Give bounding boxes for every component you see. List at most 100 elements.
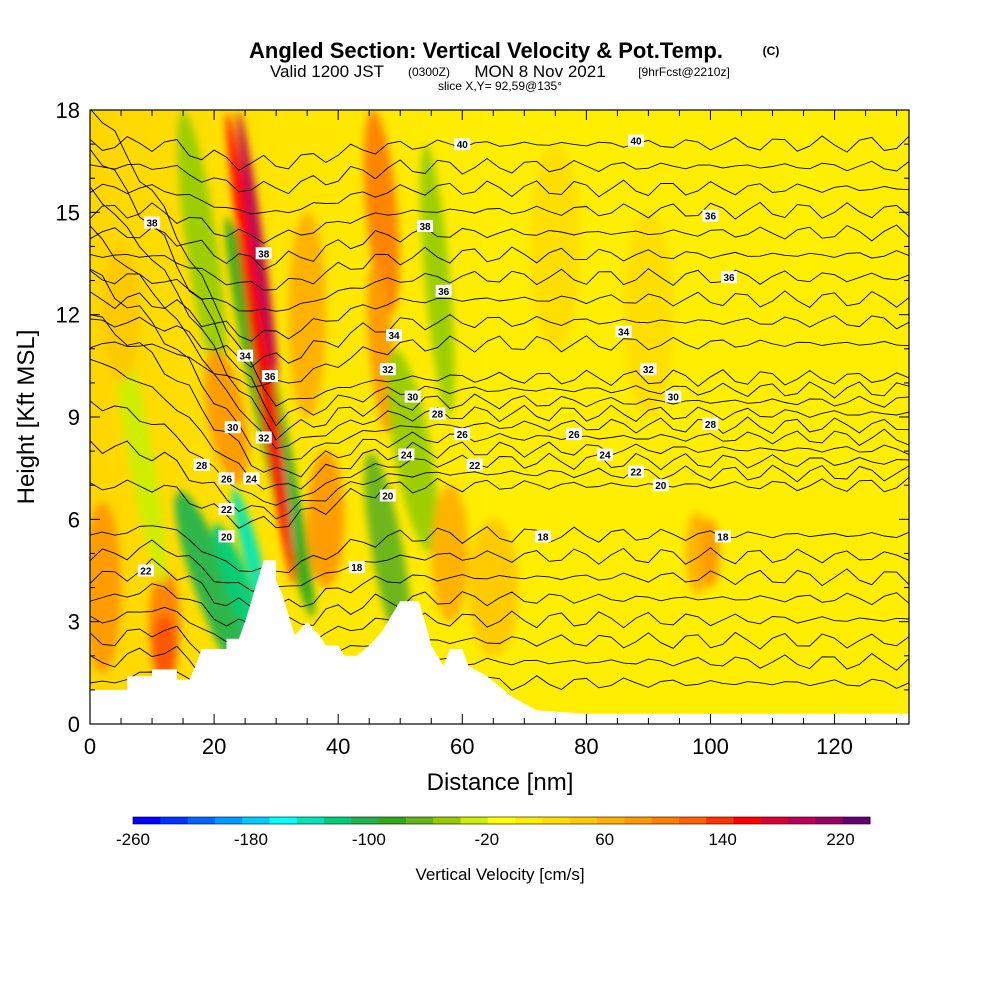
colorbar-label: Vertical Velocity [cm/s]: [415, 865, 584, 884]
theta-contour: [90, 135, 909, 171]
contour-label-group: 22: [628, 465, 644, 479]
colorbar-swatch: [542, 817, 571, 824]
contour-label-bg: [721, 271, 738, 284]
contour-label-group: 30: [224, 421, 241, 434]
y-tick-label: 12: [56, 303, 80, 328]
slice-info: slice X,Y= 92,59@135°: [438, 79, 562, 93]
contour-label-bg: [379, 489, 396, 502]
colorbar-swatch: [242, 817, 270, 824]
valid-utc: (0300Z): [408, 65, 450, 79]
contour-label-bg: [193, 458, 210, 471]
contour-label-bg: [652, 479, 669, 492]
theta-contour: [90, 440, 909, 520]
contour-label-bg: [218, 472, 235, 485]
contour-label-bg: [429, 407, 446, 420]
colorbar-swatch: [515, 817, 543, 824]
contour-label-bg: [379, 363, 396, 376]
contour-label: 28: [705, 420, 717, 431]
theta-contour: [90, 157, 909, 195]
y-tick-label: 0: [68, 712, 80, 737]
chart-title: Angled Section: Vertical Velocity & Pot.…: [249, 38, 723, 63]
contour-label: 18: [351, 563, 363, 574]
contour-label-group: 36: [435, 284, 452, 298]
theta-contour: [90, 358, 909, 490]
contour-label: 26: [221, 474, 233, 485]
colorbar-frame: [132, 816, 871, 825]
theta-contour: [90, 335, 909, 388]
contour-label-bg: [261, 370, 278, 383]
contour-label-group: 34: [615, 325, 632, 339]
contour-label-group: 24: [596, 448, 613, 462]
contour-label-bg: [454, 138, 471, 151]
colorbar-tick-label: 60: [595, 830, 614, 849]
colorbar-tick-label: -260: [116, 830, 150, 849]
contour-label-bg: [417, 219, 434, 232]
y-tick-label: 18: [56, 98, 80, 123]
contour-label-bg: [237, 349, 254, 362]
contour-label-group: 18: [534, 530, 551, 543]
contour-label-group: 22: [466, 458, 483, 472]
contour-label: 18: [537, 532, 549, 543]
contour-label-bg: [615, 325, 632, 338]
contour-label-bg: [398, 448, 415, 461]
colorbar-swatch: [760, 817, 789, 824]
contour-label-bg: [714, 530, 731, 543]
colorbar-swatch: [815, 817, 844, 824]
contour-label: 28: [432, 410, 444, 421]
contour-label-group: 32: [255, 431, 272, 444]
contour-label: 26: [568, 430, 580, 441]
x-tick-label: 80: [574, 734, 598, 759]
colorbar-swatch: [351, 817, 380, 824]
contour-label-group: 40: [454, 138, 471, 151]
theta-contour: [90, 148, 909, 427]
contour-label: 38: [419, 222, 431, 233]
contour-label-group: 36: [261, 370, 278, 383]
theta-contour: [90, 583, 909, 636]
contour-label: 38: [258, 249, 270, 260]
contour-label-bg: [255, 431, 272, 444]
colorbar-tick-label: 140: [708, 830, 736, 849]
x-tick-label: 100: [692, 734, 729, 759]
contour-labels: 38 40 40 36 38 38 36 36 34 34 34 36 32 32 30 30 30 28 28 32…: [137, 134, 738, 578]
contour-label: 34: [388, 331, 400, 342]
contour-label-bg: [218, 530, 235, 543]
contour-label-bg: [224, 421, 241, 434]
contour-label: 22: [221, 505, 233, 516]
theta-contour: [90, 558, 909, 618]
contour-label-bg: [565, 428, 582, 441]
contour-label: 18: [717, 532, 729, 543]
theta-contour: [90, 246, 909, 291]
x-tick-label: 0: [84, 734, 96, 759]
contour-label-bg: [466, 458, 483, 471]
contour-label-bg: [243, 472, 260, 485]
contour-label-group: 28: [429, 407, 446, 421]
colorbar-tick-label: -180: [234, 830, 268, 849]
colorbar: [132, 816, 871, 825]
contour-label-group: 26: [565, 428, 582, 441]
contour-label: 34: [240, 352, 252, 363]
colorbar-swatch: [569, 817, 598, 824]
x-axis: 0 20 40 60 80 100 120: [84, 110, 898, 759]
contour-label: 32: [643, 365, 655, 376]
colorbar-swatch: [460, 817, 489, 824]
theta-contour: [90, 186, 909, 441]
colorbar-swatch: [378, 817, 407, 824]
theta-contour: [90, 225, 909, 449]
title-suffix: (C): [763, 44, 780, 58]
colorbar-swatch: [133, 817, 161, 824]
colorbar-swatch: [214, 817, 243, 824]
colorbar-ticks: -260 -180 -100 -20 60 140 220: [116, 830, 855, 849]
y-tick-label: 6: [68, 507, 80, 532]
contour-label-bg: [435, 284, 452, 297]
colorbar-swatch: [706, 817, 735, 824]
contour-label-group: 30: [665, 390, 682, 404]
x-axis-label: Distance [nm]: [427, 769, 574, 796]
theta-contour: [90, 268, 909, 312]
contour-label-group: 30: [404, 390, 421, 404]
colorbar-swatch: [842, 817, 871, 824]
x-tick-label: 120: [816, 734, 853, 759]
theta-contour: [90, 290, 909, 342]
